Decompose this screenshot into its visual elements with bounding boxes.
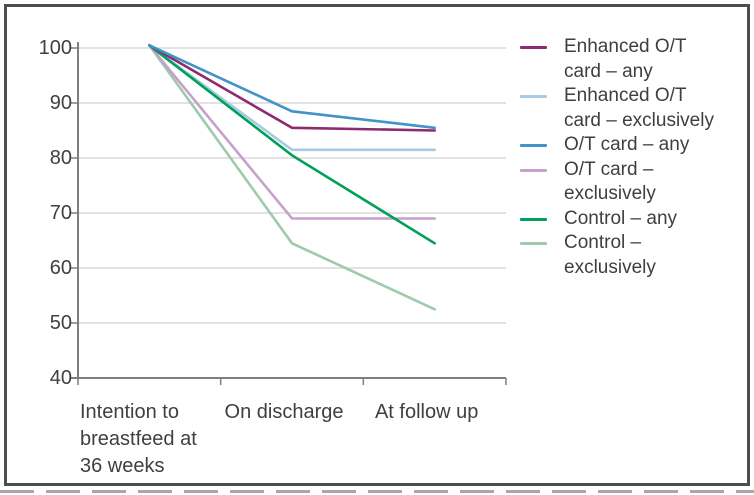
series-line-3 [148, 43, 437, 220]
legend-swatch-0 [520, 46, 547, 49]
legend-item-4: Control – any [520, 207, 744, 232]
y-tick-label-40: 40 [49, 367, 72, 389]
series-line-5 [148, 43, 437, 311]
y-tick-label-50: 50 [49, 312, 72, 334]
y-tick-label-100: 100 [38, 37, 72, 59]
x-category-label-0: Intention to breastfeed at 36 weeks [80, 401, 197, 477]
bottom-dashed-rule [0, 490, 754, 493]
legend-swatch-5 [520, 242, 547, 245]
legend-item-0: Enhanced O/T card – any [520, 35, 744, 84]
legend-label-3: O/T card – exclusively [564, 158, 656, 205]
chart-legend: Enhanced O/T card – any Enhanced O/T card… [520, 35, 744, 280]
legend-label-1: Enhanced O/T card – exclusively [564, 85, 714, 131]
figure-border [4, 4, 750, 486]
x-category-label-1: On discharge [224, 401, 344, 423]
legend-swatch-2 [520, 144, 547, 147]
series-line-4 [148, 43, 437, 245]
x-category-label-2: At follow up [374, 401, 479, 423]
y-tick-label-90: 90 [49, 92, 72, 114]
legend-label-0: Enhanced O/T card – any [564, 36, 687, 82]
y-tick-label-80: 80 [49, 147, 72, 169]
series-line-1 [148, 43, 437, 152]
legend-label-4: Control – any [564, 207, 678, 229]
legend-item-5: Control – exclusively [520, 231, 744, 280]
y-tick-label-60: 60 [49, 257, 72, 279]
y-tick-label-70: 70 [49, 202, 72, 224]
legend-item-2: O/T card – any [520, 133, 744, 158]
legend-swatch-3 [520, 168, 547, 172]
legend-item-3: O/T card – exclusively [520, 158, 744, 207]
series-line-2 [148, 43, 437, 130]
legend-item-1: Enhanced O/T card – exclusively [520, 84, 744, 133]
legend-swatch-4 [520, 217, 547, 221]
series-line-0 [148, 43, 437, 132]
legend-label-2: O/T card – any [564, 134, 690, 155]
legend-swatch-1 [520, 95, 547, 98]
legend-label-5: Control – exclusively [564, 232, 656, 278]
